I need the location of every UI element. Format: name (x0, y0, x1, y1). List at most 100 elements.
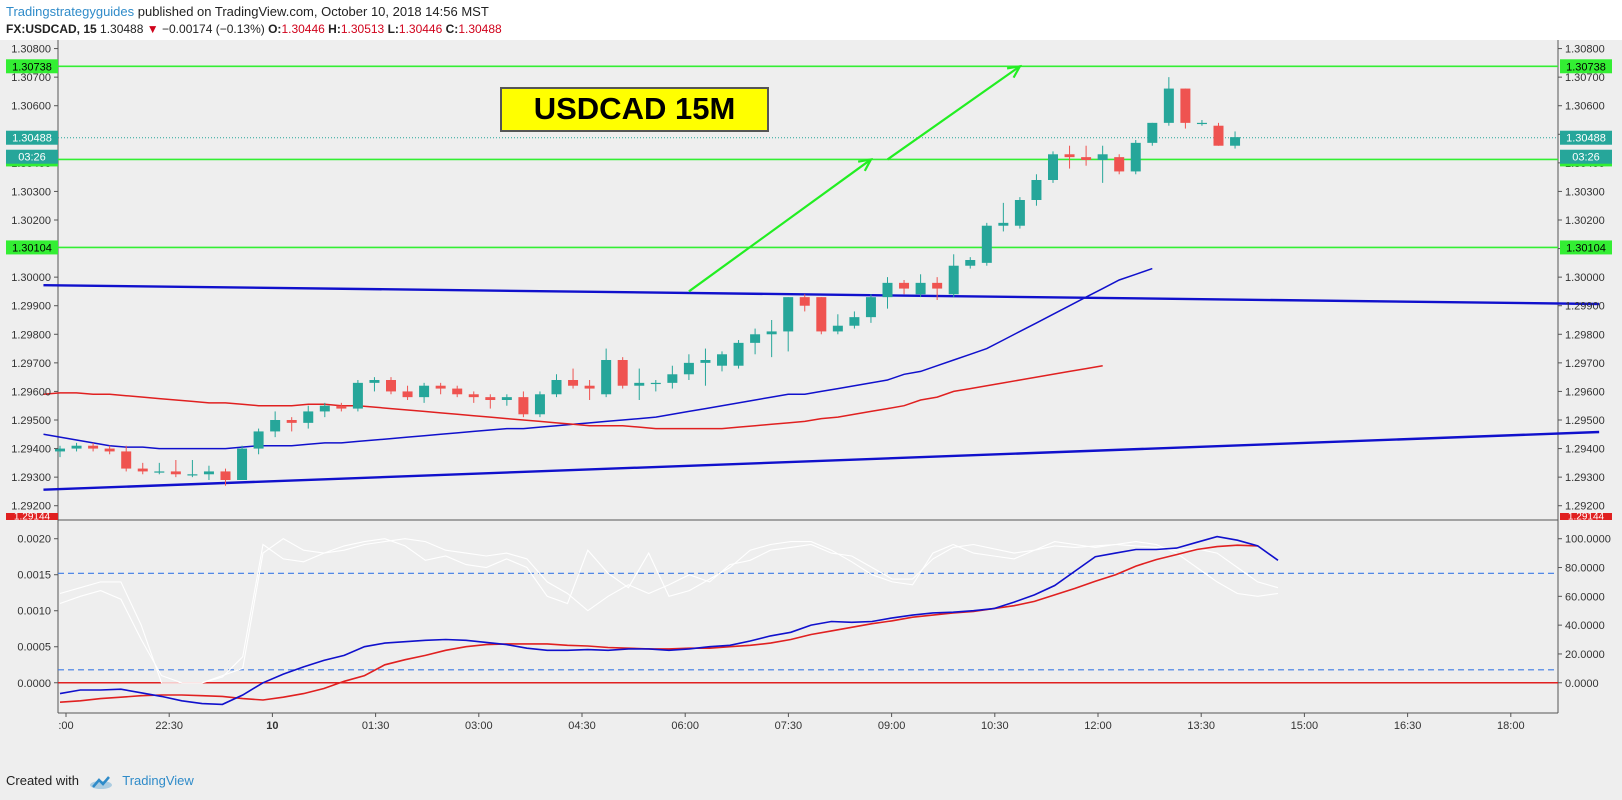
candle-body (617, 360, 628, 386)
price-tick-label-left: 1.29600 (11, 386, 51, 398)
candle (617, 357, 628, 389)
symbol-label[interactable]: FX:USDCAD, 15 (6, 22, 97, 36)
candle-body (71, 445, 82, 449)
candle (700, 348, 711, 386)
candle-body (435, 385, 446, 389)
countdown-label-left-bg (6, 149, 58, 164)
candle (1014, 197, 1025, 229)
price-tick-label-left: 1.29900 (11, 301, 51, 313)
candle (154, 462, 165, 475)
last-price-label-right-bg (1560, 130, 1612, 145)
candle (1196, 120, 1207, 126)
candle (865, 294, 876, 323)
candle-body (667, 374, 678, 383)
candle-body (1048, 154, 1058, 180)
osc-tick-label-left: 0.0000 (17, 678, 51, 690)
time-tick-label: 03:00 (465, 720, 493, 732)
down-triangle-icon: ▼ (146, 22, 159, 36)
candle-body (816, 297, 827, 332)
candle-body (1130, 142, 1141, 172)
candle-body (965, 260, 976, 266)
price-tick-label-left: 1.29500 (11, 415, 51, 427)
candle (468, 391, 479, 403)
candle-body (717, 354, 727, 366)
chart-canvas[interactable]: 1.30800 1.30800 1.30700 1.30700 1.30600 1.306… (0, 40, 1622, 766)
annotation-title: USDCAD 15M (534, 91, 736, 126)
price-tick-label-left: 1.30700 (11, 72, 51, 84)
candle (104, 445, 115, 455)
candle-body (55, 448, 65, 452)
candle (683, 354, 694, 380)
osc-tick-label-right: 100.0000 (1565, 534, 1611, 546)
time-tick-label: 16:30 (1394, 720, 1422, 732)
candle (932, 277, 943, 300)
candle-body (568, 380, 579, 386)
time-tick-label: :00 (58, 720, 73, 732)
time-tick-label: 01:30 (362, 720, 390, 732)
footer: Created with TradingView (6, 773, 194, 789)
candle-body (932, 282, 943, 289)
price-tick-label-right: 1.29400 (1565, 444, 1605, 456)
price-tick-label-left: 1.30800 (11, 44, 51, 56)
candle-body (634, 382, 645, 386)
tradingview-cloud-icon (89, 775, 112, 789)
candle (551, 374, 562, 398)
candle (534, 391, 545, 418)
tradingview-link[interactable]: TradingView (122, 773, 194, 788)
time-tick-label: 07:30 (775, 720, 803, 732)
time-tick-label: 10 (266, 720, 278, 732)
candle (915, 274, 926, 298)
price-tick-label-right: 1.30000 (1565, 272, 1605, 284)
price-tick-label-right: 1.29900 (1565, 301, 1605, 313)
candle-body (849, 317, 860, 326)
candle-body (534, 394, 545, 415)
candle (137, 462, 148, 475)
candle (832, 314, 843, 335)
candle (419, 382, 430, 403)
osc-tick-label-right: 40.0000 (1565, 620, 1605, 632)
candle-body (766, 331, 777, 335)
publish-line: Tradingstrategyguides published on Tradi… (6, 4, 489, 19)
candle (303, 405, 314, 429)
price-tick-label-right: 1.29300 (1565, 472, 1605, 484)
candle (998, 202, 1009, 232)
annotation-box[interactable] (500, 87, 769, 132)
candle (1081, 145, 1092, 166)
close-value: 1.30488 (458, 22, 502, 36)
candle-body (733, 342, 744, 366)
candle-body (584, 385, 595, 389)
candle (584, 380, 595, 400)
price-tick-label-left: 1.30000 (11, 272, 51, 284)
level-price-label-left: 1.30104 (12, 242, 52, 254)
time-tick-label: 18:00 (1497, 720, 1525, 732)
candle (733, 340, 744, 369)
candle-body (948, 265, 959, 295)
osc-tick-label-left: 0.0015 (17, 570, 51, 582)
candle-body (882, 282, 893, 298)
osc-tick-label-left: 0.0020 (17, 534, 51, 546)
candle (319, 402, 330, 418)
osc-tick-label-left: 0.0010 (17, 606, 51, 618)
author-link[interactable]: Tradingstrategyguides (6, 4, 135, 19)
open-value: 1.30446 (281, 22, 325, 36)
fast-moving-average (43, 267, 1153, 450)
candle-body (1114, 157, 1125, 172)
trend-arrow-line (886, 65, 1021, 161)
candle (501, 394, 512, 406)
time-tick-label: 10:30 (981, 720, 1009, 732)
price-tick-label-right: 1.30300 (1565, 186, 1605, 198)
candle (601, 348, 612, 398)
candle (220, 468, 231, 486)
candle-body (303, 411, 314, 423)
candle-body (1064, 154, 1075, 158)
candle (981, 222, 992, 266)
candle-body (551, 380, 562, 395)
candle (170, 460, 181, 478)
osc-tick-label-right: 80.0000 (1565, 563, 1605, 575)
osc-tick-label-right: 20.0000 (1565, 649, 1605, 661)
candle (518, 391, 529, 418)
candle (352, 380, 363, 412)
candle (882, 277, 893, 309)
candle-body (1196, 122, 1207, 125)
candle (1114, 154, 1125, 175)
